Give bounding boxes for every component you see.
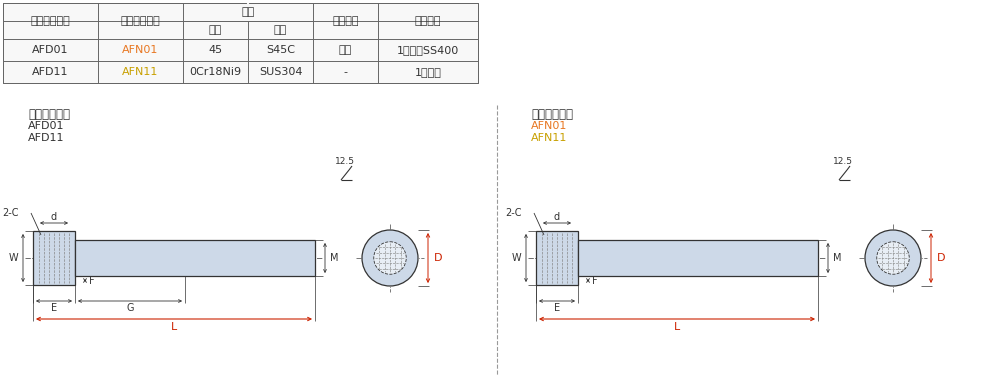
Text: S45C: S45C <box>266 45 295 55</box>
Text: 相当: 相当 <box>274 25 287 35</box>
Bar <box>3 3 478 83</box>
Text: 国标: 国标 <box>209 25 222 35</box>
Text: SUS304: SUS304 <box>259 67 303 77</box>
Text: W: W <box>511 253 521 263</box>
Text: M: M <box>330 253 338 263</box>
Bar <box>578 240 818 276</box>
Text: F: F <box>89 276 94 285</box>
Text: L: L <box>674 322 681 332</box>
Text: W: W <box>8 253 18 263</box>
Text: G: G <box>126 303 134 313</box>
Bar <box>75 240 315 276</box>
Text: 2-C: 2-C <box>3 208 19 218</box>
Text: 1个耶帺: 1个耶帺 <box>415 67 441 77</box>
Text: F: F <box>592 276 597 285</box>
Text: E: E <box>51 303 58 313</box>
Text: L: L <box>171 322 178 332</box>
Text: AFD01: AFD01 <box>33 45 68 55</box>
Text: 带扁方半牙型: 带扁方半牙型 <box>31 16 70 26</box>
Text: 带扁方半牙型: 带扁方半牙型 <box>28 108 70 121</box>
Text: AFN01: AFN01 <box>122 45 159 55</box>
Text: 表面处理: 表面处理 <box>332 16 359 26</box>
Circle shape <box>877 242 910 274</box>
Bar <box>184 3 312 20</box>
Text: 材质: 材质 <box>241 7 255 17</box>
Text: 45: 45 <box>208 45 222 55</box>
Bar <box>33 231 75 285</box>
Text: AFD01: AFD01 <box>28 121 64 131</box>
Text: d: d <box>554 212 560 222</box>
Text: d: d <box>51 212 58 222</box>
Text: M: M <box>833 253 841 263</box>
Circle shape <box>362 230 418 286</box>
Text: AFD11: AFD11 <box>28 133 64 143</box>
Bar <box>536 231 578 285</box>
Text: 带扁方全牙型: 带扁方全牙型 <box>121 16 161 26</box>
Text: 2-C: 2-C <box>506 208 522 218</box>
Text: 12.5: 12.5 <box>833 157 853 166</box>
Text: E: E <box>554 303 560 313</box>
Text: 12.5: 12.5 <box>335 157 355 166</box>
Text: D: D <box>434 253 442 263</box>
Text: 带扁方全牙型: 带扁方全牙型 <box>531 108 573 121</box>
Text: 0Cr18Ni9: 0Cr18Ni9 <box>189 67 242 77</box>
Circle shape <box>374 242 407 274</box>
Text: AFD11: AFD11 <box>33 67 68 77</box>
Text: 附件材质: 附件材质 <box>415 16 441 26</box>
Text: AFN11: AFN11 <box>122 67 159 77</box>
Text: AFN11: AFN11 <box>531 133 567 143</box>
Text: AFN01: AFN01 <box>531 121 567 131</box>
Circle shape <box>865 230 921 286</box>
Text: -: - <box>343 67 347 77</box>
Text: 1个耶帺SS400: 1个耶帺SS400 <box>397 45 459 55</box>
Text: 发黑: 发黑 <box>339 45 352 55</box>
Text: D: D <box>937 253 945 263</box>
